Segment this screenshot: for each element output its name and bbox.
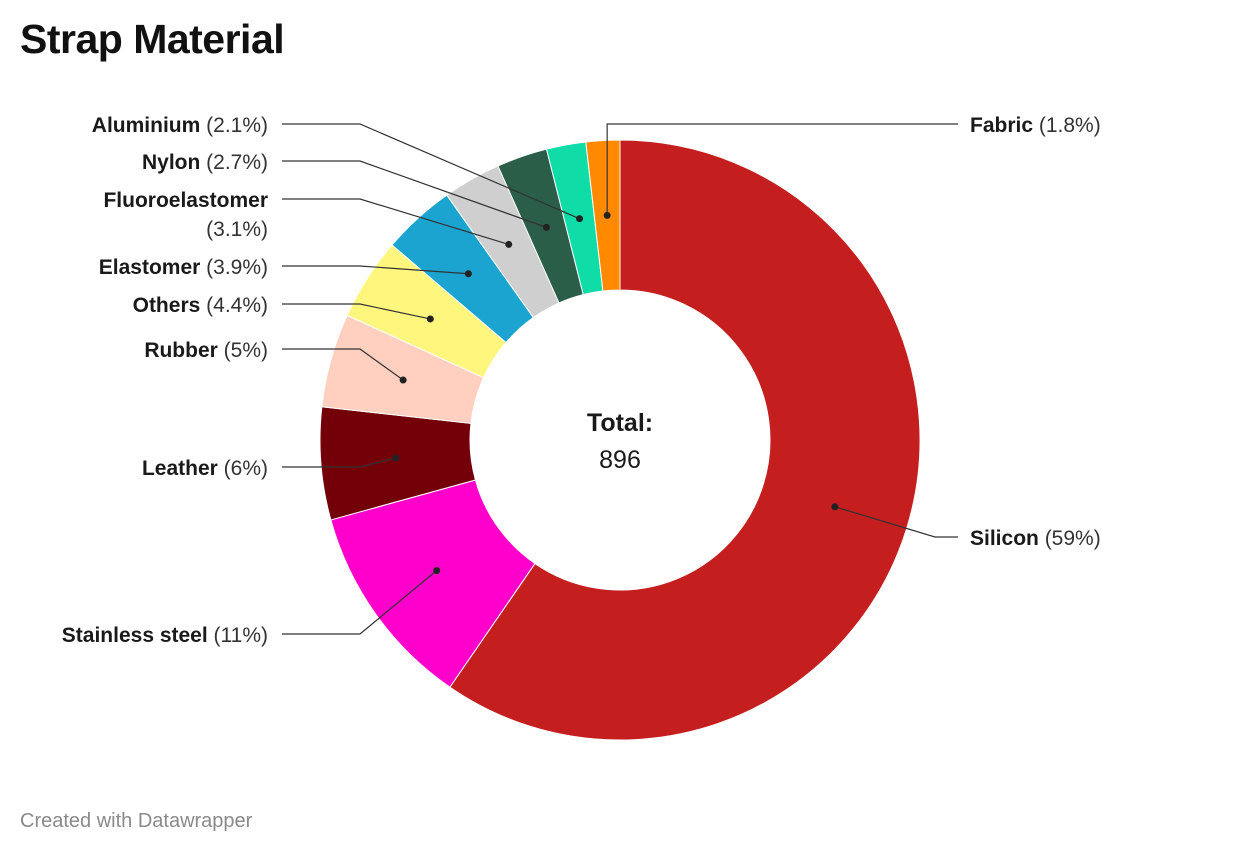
leader-line-aluminium — [282, 123, 580, 220]
center-total-title: Total: — [587, 409, 653, 437]
label-value: (11%) — [214, 624, 268, 647]
label-elastomer: Elastomer (3.9%) — [99, 256, 268, 279]
leader-dot-others — [426, 315, 434, 323]
label-name: Others — [133, 294, 207, 317]
leader-lines-group — [282, 123, 958, 635]
leader-dot-aluminium — [576, 215, 584, 223]
label-value: (1.8%) — [1039, 114, 1101, 137]
label-name: Silicon — [970, 527, 1045, 550]
leader-dot-leather — [392, 454, 400, 462]
label-value: (2.1%) — [206, 114, 268, 137]
slices-group — [319, 139, 921, 741]
leader-line-fabric — [606, 123, 958, 216]
label-name: Rubber — [144, 339, 223, 362]
leader-line-stainless-steel — [282, 570, 438, 635]
label-name: Aluminium — [92, 114, 206, 137]
label-name: Elastomer — [99, 256, 206, 279]
slice-fabric — [585, 139, 621, 292]
leader-dot-silicon — [831, 503, 839, 511]
label-silicon: Silicon (59%) — [970, 527, 1101, 550]
leader-line-leather — [282, 457, 396, 468]
label-leather: Leather (6%) — [142, 457, 268, 480]
label-name: Nylon — [142, 151, 206, 174]
chart-title: Strap Material — [20, 16, 285, 62]
label-value: (59%) — [1045, 527, 1101, 550]
label-nylon: Nylon (2.7%) — [142, 151, 268, 174]
label-aluminium: Aluminium (2.1%) — [92, 114, 268, 137]
slice-silicon — [449, 139, 921, 741]
label-value: (3.1%) — [206, 218, 268, 241]
label-value: (3.9%) — [206, 256, 268, 279]
center-total-value: 896 — [599, 446, 641, 474]
leader-dot-fluoroelastomer — [505, 240, 513, 248]
label-name: Leather — [142, 457, 224, 480]
label-value: (4.4%) — [206, 294, 268, 317]
label-name: Fabric — [970, 114, 1039, 137]
leader-dot-fabric — [603, 211, 611, 219]
leader-dot-rubber — [399, 376, 407, 384]
leader-line-others — [282, 303, 431, 320]
label-name: Stainless steel — [62, 624, 214, 647]
labels-group: Silicon (59%) Stainless steel (11%) Leathe… — [62, 114, 1101, 647]
footer-credit: Created with Datawrapper — [20, 810, 253, 832]
label-fluoroelastomer: Fluoroelastomer (3.1%) — [103, 189, 268, 241]
leader-line-nylon — [282, 160, 547, 228]
label-value: (5%) — [224, 339, 268, 362]
leader-line-elastomer — [282, 265, 469, 275]
label-value: (2.7%) — [206, 151, 268, 174]
leader-dot-stainless-steel — [433, 567, 441, 575]
label-name: Fluoroelastomer — [103, 189, 268, 212]
leader-dot-nylon — [542, 223, 550, 231]
label-fabric: Fabric (1.8%) — [970, 114, 1101, 137]
leader-line-fluoroelastomer — [282, 198, 509, 246]
label-value: (6%) — [224, 457, 268, 480]
leader-line-silicon — [834, 506, 958, 538]
label-rubber: Rubber (5%) — [144, 339, 268, 362]
leader-dot-elastomer — [464, 270, 472, 278]
label-stainless-steel: Stainless steel (11%) — [62, 624, 268, 647]
label-others: Others (4.4%) — [133, 294, 268, 317]
leader-line-rubber — [282, 348, 404, 381]
